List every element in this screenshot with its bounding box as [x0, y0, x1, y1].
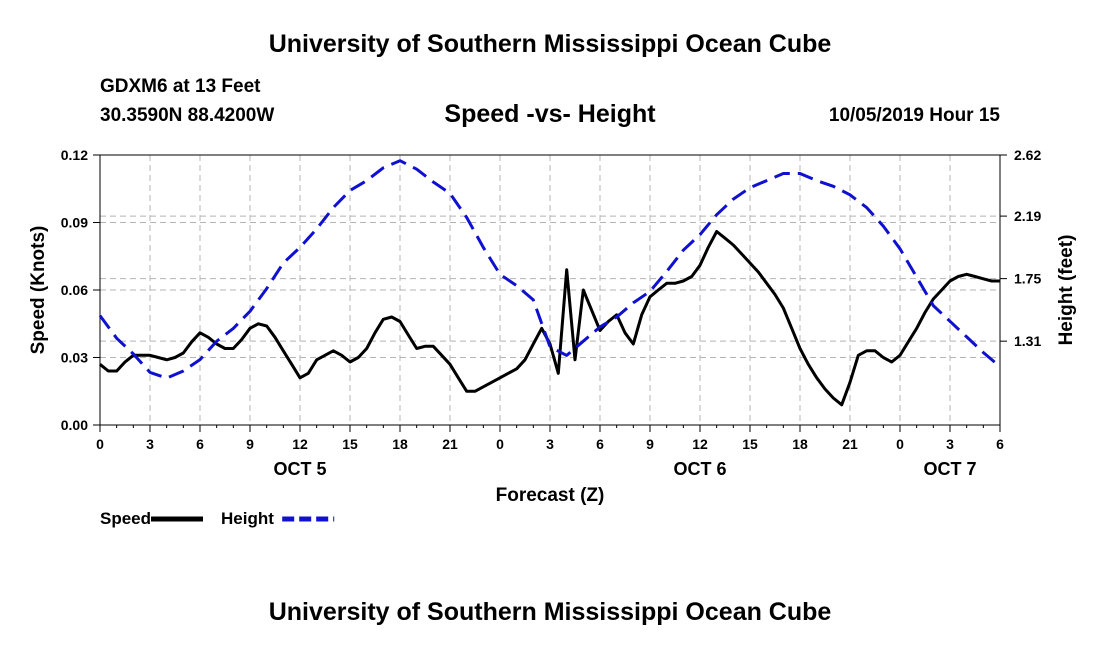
x-tick-label: 15	[342, 436, 358, 452]
x-tick-label: 6	[196, 436, 204, 452]
x-tick-label: 6	[996, 436, 1004, 452]
grid-lines	[100, 154, 1000, 425]
y-tick-label: 0.09	[61, 215, 88, 231]
y-tick-label: 0.00	[61, 417, 88, 433]
chart-title: Speed -vs- Height	[444, 100, 656, 128]
x-tick-label: 6	[596, 436, 604, 452]
y2-tick-label: 2.62	[1014, 147, 1041, 163]
x-tick-label: 21	[842, 436, 858, 452]
day-label: OCT 7	[923, 459, 976, 479]
series-line-height	[98, 159, 1001, 380]
y-tick-label: 0.06	[61, 282, 88, 298]
x-tick-label: 18	[792, 436, 808, 452]
legend: Speed Height	[100, 509, 335, 528]
x-tick-label: 9	[646, 436, 654, 452]
x-tick-label: 3	[946, 436, 954, 452]
forecast-timestamp: 10/05/2019 Hour 15	[828, 105, 1000, 126]
y2-tick-label: 1.31	[1014, 333, 1041, 349]
y2-tick-label: 1.75	[1014, 271, 1041, 287]
x-tick-label: 18	[392, 436, 408, 452]
x-tick-label: 0	[96, 436, 104, 452]
legend-label-speed: Speed	[100, 509, 151, 528]
x-tick-label: 3	[546, 436, 554, 452]
x-tick-label: 3	[146, 436, 154, 452]
y2-axis-title: Height (feet)	[1056, 235, 1077, 346]
legend-label-height: Height	[221, 509, 274, 528]
bottom-title: University of Southern Mississippi Ocean…	[268, 598, 832, 626]
top-title: University of Southern Mississippi Ocean…	[268, 30, 832, 58]
x-tick-label: 0	[496, 436, 504, 452]
y2-tick-label: 2.19	[1014, 208, 1041, 224]
day-label: OCT 6	[673, 459, 726, 479]
axes	[93, 154, 1007, 432]
y-tick-label: 0.12	[61, 147, 88, 163]
x-tick-label: 12	[692, 436, 708, 452]
x-tick-label: 21	[442, 436, 458, 452]
y-axis-title: Speed (Knots)	[28, 226, 49, 355]
axis-labels: 0 3 6 9 12 15 18 21 0 3 6 9 12 15 18 21 0 3 6 0.00 0.03 0.06 0…	[28, 147, 1077, 506]
station-coordinates: 30.3590N 88.4200W	[100, 105, 275, 126]
x-tick-label: 9	[246, 436, 254, 452]
series-lines	[98, 159, 1001, 407]
y-tick-label: 0.03	[61, 350, 88, 366]
x-tick-label: 12	[292, 436, 308, 452]
x-tick-label: 0	[896, 436, 904, 452]
x-tick-label: 15	[742, 436, 758, 452]
x-axis-title: Forecast (Z)	[496, 485, 605, 506]
day-label: OCT 5	[273, 459, 326, 479]
station-name: GDXM6 at 13 Feet	[100, 76, 261, 97]
